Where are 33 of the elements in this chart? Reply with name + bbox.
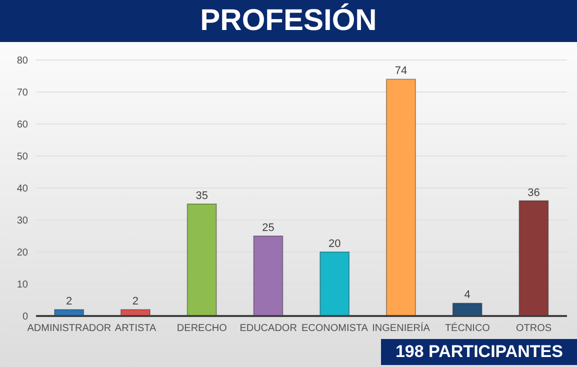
data-label: 4 xyxy=(464,289,470,302)
x-tick-label: DERECHO xyxy=(176,323,228,334)
data-label: 25 xyxy=(262,222,274,234)
y-tick-label: 60 xyxy=(16,120,28,131)
bar xyxy=(320,252,350,316)
x-tick-label: ADMINISTRADOR xyxy=(27,323,112,334)
bar xyxy=(253,236,284,316)
y-tick-label: 20 xyxy=(16,248,28,259)
x-tick-label: TÉCNICO xyxy=(444,322,490,334)
y-tick-label: 40 xyxy=(16,184,28,195)
text: 198 PARTICIPANTES xyxy=(381,339,577,365)
bar xyxy=(518,200,549,316)
data-label: 20 xyxy=(328,238,341,250)
data-label: 74 xyxy=(394,65,408,78)
chart-title: PROFESIÓN xyxy=(0,0,577,42)
y-tick-label: 80 xyxy=(16,56,28,67)
x-tick-label: ARTISTA xyxy=(114,323,157,334)
y-tick-label: 70 xyxy=(16,88,28,99)
bar xyxy=(452,302,482,316)
bar xyxy=(186,204,217,316)
data-label: 36 xyxy=(528,186,540,199)
x-tick-label: INGENIERÍA xyxy=(372,322,430,334)
y-tick-label: 50 xyxy=(16,152,28,163)
data-label: 2 xyxy=(132,296,139,308)
y-tick-label: 0 xyxy=(22,312,28,323)
x-tick-label: OTROS xyxy=(516,323,552,334)
y-tick-label: 30 xyxy=(16,216,28,227)
x-tick-label: EDUCADOR xyxy=(240,323,297,334)
y-tick-label: 10 xyxy=(16,280,28,291)
data-label: 2 xyxy=(66,296,72,308)
bar xyxy=(386,78,416,316)
data-label: 35 xyxy=(196,190,208,202)
x-tick-label: ECONOMISTA xyxy=(301,323,368,334)
